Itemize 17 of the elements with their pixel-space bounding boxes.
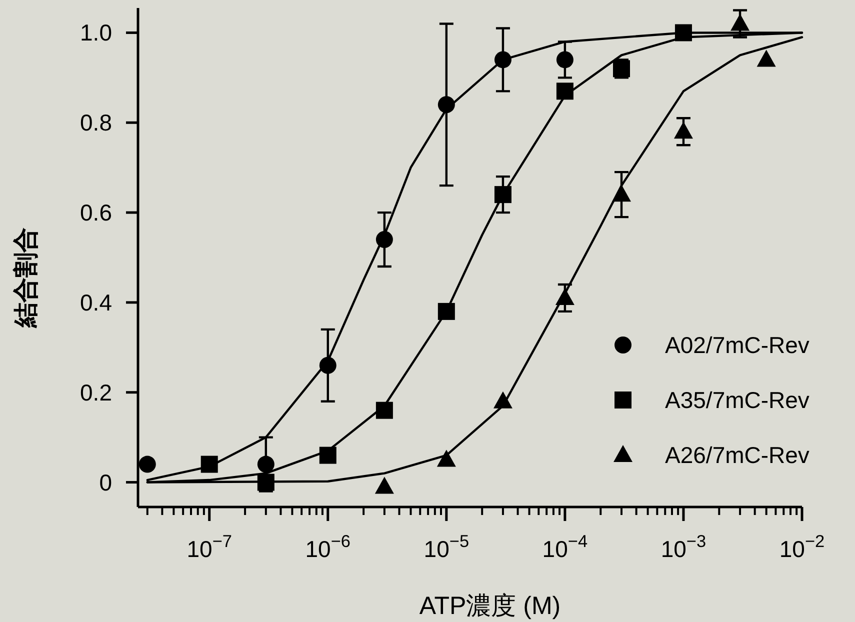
x-tick-label: 10$^{−6}$ (305, 531, 351, 562)
legend-label: A26/7mC-Rev (665, 442, 810, 468)
y-tick-label: 0.6 (80, 200, 112, 226)
x-axis-title: ATP濃度 (M) (419, 592, 561, 620)
x-tick-label: 10$^{−2}$ (779, 531, 825, 562)
y-axis-title: 結合割合 (12, 228, 40, 328)
y-tick-label: 0.2 (80, 379, 112, 406)
x-tick-label: 10$^{−4}$ (542, 531, 588, 562)
y-tick-label: 0 (99, 469, 112, 496)
x-tick-label: 10$^{−3}$ (660, 531, 706, 562)
x-tick-label: 10$^{−5}$ (424, 531, 470, 562)
y-tick-label: 0.4 (80, 289, 112, 316)
legend-label: A02/7mC-Rev (665, 332, 810, 358)
y-tick-label: 1.0 (80, 20, 112, 46)
x-tick-label: 10$^{−7}$ (186, 531, 232, 562)
legend-label: A35/7mC-Rev (665, 387, 810, 413)
y-tick-label: 0.8 (80, 110, 112, 136)
